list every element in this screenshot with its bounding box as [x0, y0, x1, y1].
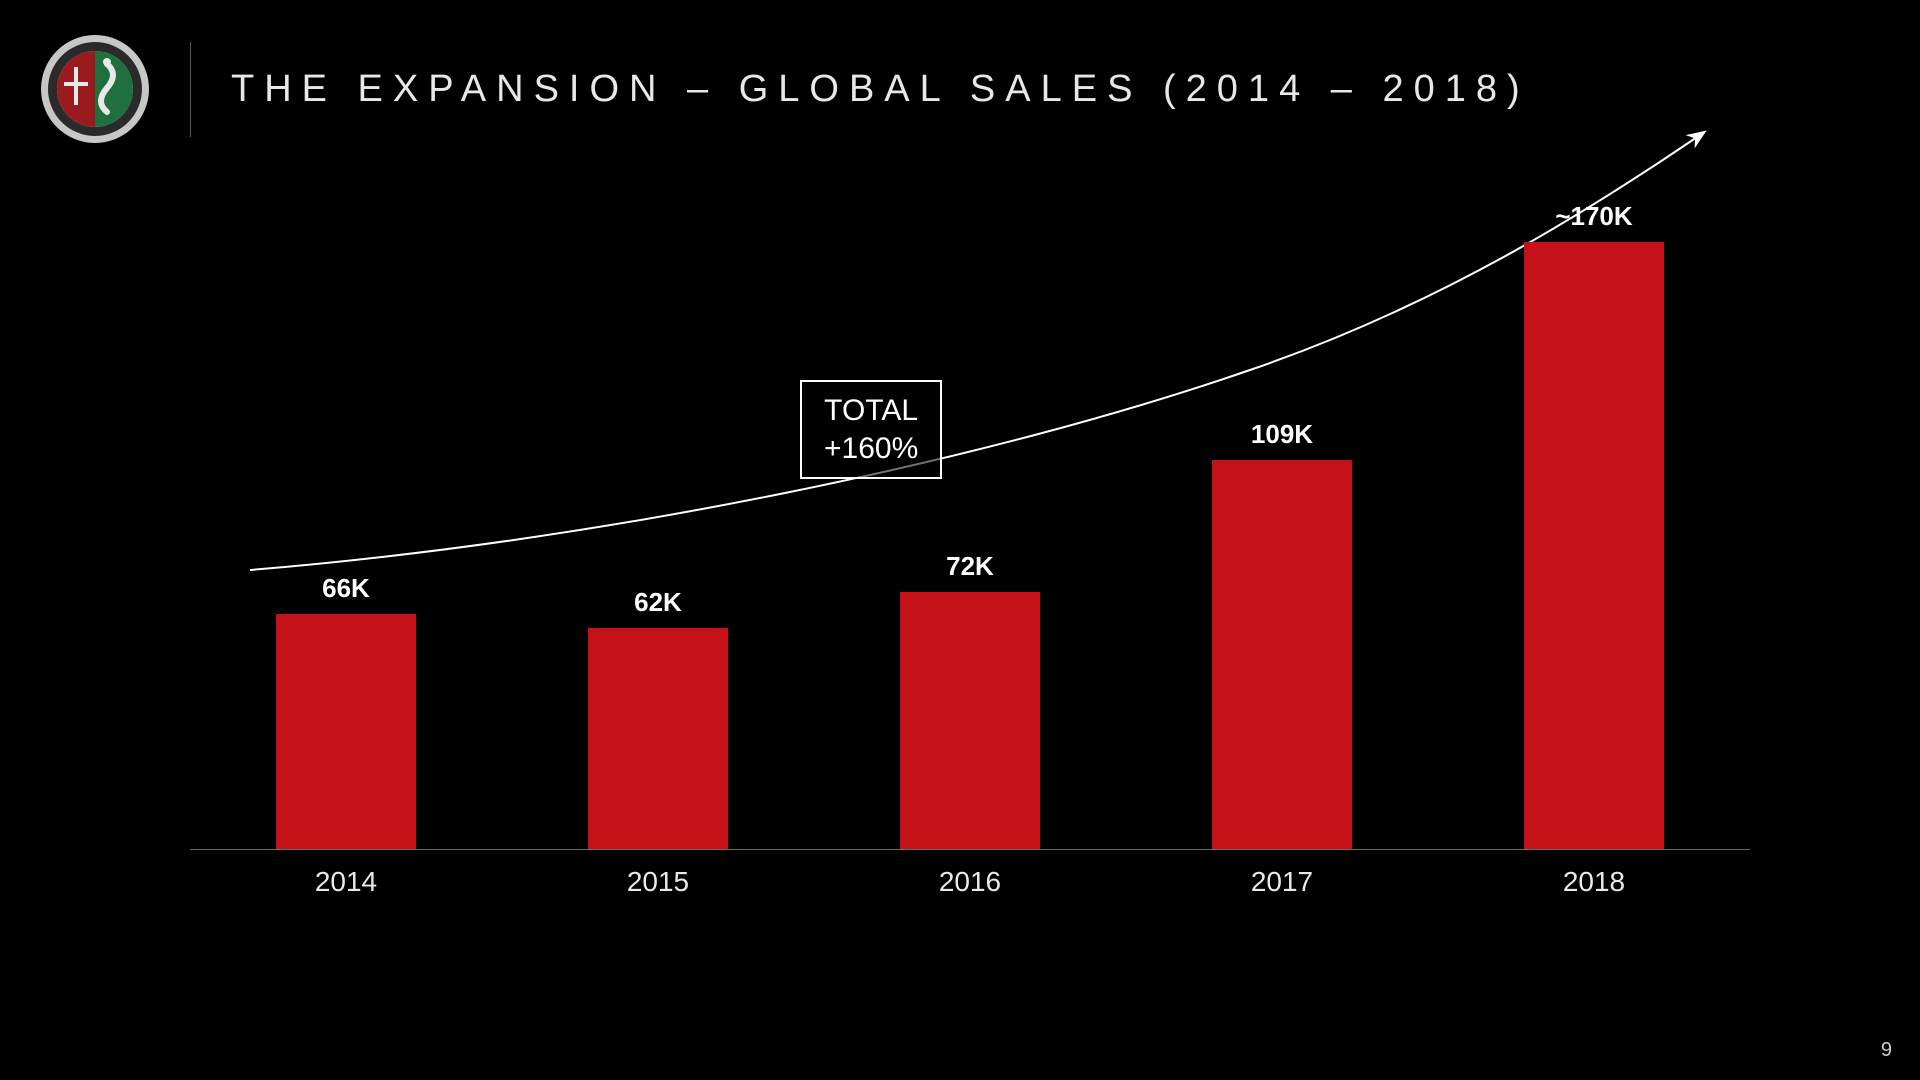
total-growth-callout: TOTAL +160% — [800, 380, 942, 479]
x-axis-line — [190, 849, 1750, 850]
bar-value-label: ~170K — [1555, 201, 1632, 232]
bar — [276, 614, 416, 850]
slide-title: THE EXPANSION – GLOBAL SALES (2014 – 201… — [231, 68, 1530, 111]
bar-value-label: 62K — [634, 587, 682, 618]
x-axis-label: 2018 — [1438, 866, 1750, 898]
bar-value-label: 72K — [946, 551, 994, 582]
brand-logo — [40, 34, 150, 144]
page-number: 9 — [1881, 1039, 1892, 1062]
slide-header: THE EXPANSION – GLOBAL SALES (2014 – 201… — [40, 34, 1530, 144]
header-divider — [190, 42, 191, 137]
bar — [1212, 460, 1352, 850]
bar-value-label: 66K — [322, 573, 370, 604]
x-axis-label: 2015 — [502, 866, 814, 898]
bar — [900, 592, 1040, 850]
x-axis-labels: 20142015201620172018 — [190, 866, 1750, 898]
bar-value-label: 109K — [1251, 419, 1313, 450]
bar — [588, 628, 728, 850]
x-axis-label: 2014 — [190, 866, 502, 898]
bar-chart: 66K 62K 72K 109K ~170K — [190, 150, 1750, 850]
x-axis-label: 2017 — [1126, 866, 1438, 898]
bar — [1524, 242, 1664, 850]
bar-group: 62K — [502, 150, 814, 850]
bar-group: 72K — [814, 150, 1126, 850]
callout-line1: TOTAL — [824, 392, 918, 430]
callout-line2: +160% — [824, 430, 918, 468]
bar-group: 109K — [1126, 150, 1438, 850]
x-axis-label: 2016 — [814, 866, 1126, 898]
bar-group: ~170K — [1438, 150, 1750, 850]
bar-group: 66K — [190, 150, 502, 850]
